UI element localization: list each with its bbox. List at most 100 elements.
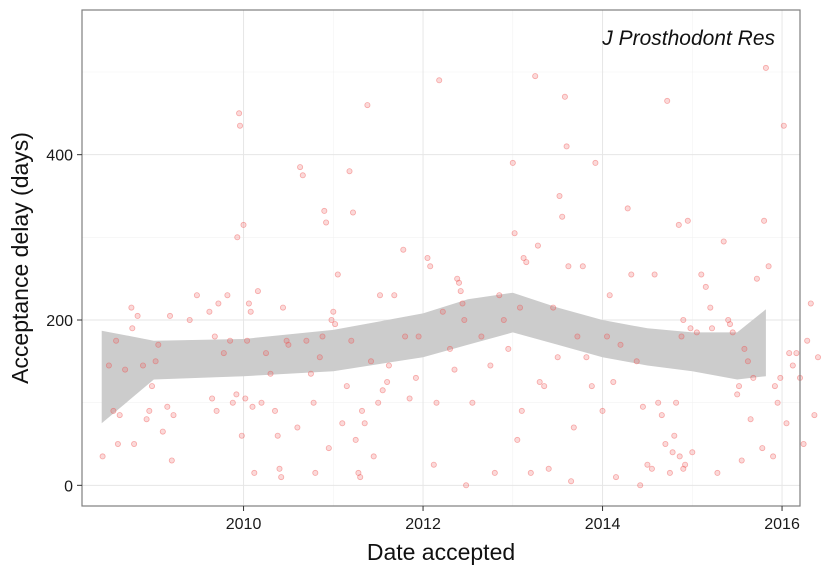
data-point [129, 325, 136, 332]
data-point [312, 469, 319, 476]
smooth-confidence-band [101, 292, 766, 424]
data-point [114, 440, 121, 447]
data-point [361, 420, 368, 427]
data-point [213, 407, 220, 414]
data-point [527, 469, 534, 476]
data-point [186, 316, 193, 323]
data-point [105, 362, 112, 369]
data-point [406, 395, 413, 402]
data-point [323, 219, 330, 226]
data-point [606, 292, 613, 299]
data-point [534, 242, 541, 249]
data-point [245, 300, 252, 307]
data-point [550, 304, 557, 311]
data-point [463, 482, 470, 489]
data-point [541, 383, 548, 390]
data-point [459, 300, 466, 307]
data-point [662, 440, 669, 447]
data-point [684, 217, 691, 224]
data-point [168, 457, 175, 464]
data-point [693, 329, 700, 336]
data-point [637, 482, 644, 489]
data-point [240, 221, 247, 228]
data-point [249, 403, 256, 410]
data-point [750, 374, 757, 381]
data-point [651, 271, 658, 278]
data-point [714, 469, 721, 476]
data-point [152, 358, 159, 365]
data-point [671, 432, 678, 439]
panel-border [81, 9, 801, 507]
data-point [520, 254, 527, 261]
data-point [561, 93, 568, 100]
data-point [604, 333, 611, 340]
data-point [592, 159, 599, 166]
data-point [639, 403, 646, 410]
data-point [509, 159, 516, 166]
data-point [707, 304, 714, 311]
data-point [355, 469, 362, 476]
x-tick-label: 2014 [585, 516, 621, 533]
data-point [687, 325, 694, 332]
data-point [532, 73, 539, 80]
data-point [278, 474, 285, 481]
data-point [496, 292, 503, 299]
data-point [258, 399, 265, 406]
data-point [316, 354, 323, 361]
data-point [193, 292, 200, 299]
y-tick-label: 400 [46, 148, 73, 165]
data-point [297, 164, 304, 171]
data-point [613, 474, 620, 481]
data-point [227, 337, 234, 344]
data-point [321, 207, 328, 214]
data-point [271, 407, 278, 414]
data-point [358, 407, 365, 414]
data-point [770, 453, 777, 460]
data-point [673, 399, 680, 406]
data-point [729, 329, 736, 336]
data-point [294, 424, 301, 431]
data-point [283, 337, 290, 344]
data-point [424, 254, 431, 261]
data-point [545, 465, 552, 472]
data-point [583, 354, 590, 361]
data-point [319, 333, 326, 340]
data-point [655, 399, 662, 406]
data-point [727, 321, 734, 328]
data-point [514, 436, 521, 443]
data-point [461, 316, 468, 323]
data-point [678, 333, 685, 340]
data-point [384, 378, 391, 385]
data-point [376, 292, 383, 299]
data-point [804, 337, 811, 344]
data-point [220, 350, 227, 357]
data-point [505, 345, 512, 352]
data-point [110, 407, 117, 414]
data-point [229, 399, 236, 406]
data-point [725, 316, 732, 323]
journal-annotation: J Prosthodont Res [601, 27, 775, 50]
data-point [478, 333, 485, 340]
data-point [536, 378, 543, 385]
data-point [599, 407, 606, 414]
data-point [143, 416, 150, 423]
data-point [209, 395, 216, 402]
data-point [689, 449, 696, 456]
data-point [330, 308, 337, 315]
data-point [753, 275, 760, 282]
x-axis-title: Date accepted [367, 539, 515, 565]
data-point [348, 337, 355, 344]
data-point [352, 436, 359, 443]
data-point [610, 378, 617, 385]
data-point [762, 64, 769, 71]
data-point [211, 333, 218, 340]
points-layer [99, 64, 822, 489]
data-point [139, 362, 146, 369]
data-point [771, 383, 778, 390]
data-point [367, 358, 374, 365]
data-point [113, 337, 120, 344]
data-point [379, 387, 386, 394]
data-point [451, 366, 458, 373]
data-point [433, 399, 440, 406]
data-point [146, 407, 153, 414]
